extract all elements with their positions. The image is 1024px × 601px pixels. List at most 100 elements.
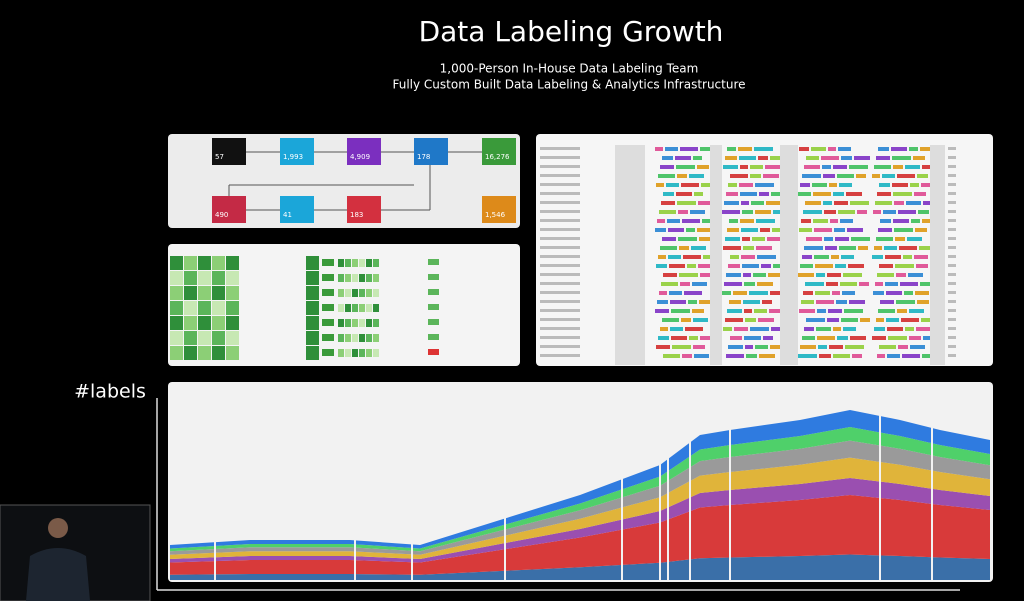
table-cell [306,346,319,360]
timeline-bar [884,246,897,250]
timeline-bar [672,345,691,349]
timeline-bar [910,345,925,349]
timeline-bar [697,228,710,232]
timeline-bar [661,201,675,205]
timeline-bar [801,300,814,304]
timeline-bar [833,327,841,331]
timeline-bar [823,174,835,178]
timeline-bar [699,300,710,304]
timeline-bar [798,354,817,358]
timeline-bar [688,300,697,304]
timeline-label [540,201,580,204]
timeline-bar [771,327,780,331]
table-cell [338,319,344,327]
timeline-bar [813,219,828,223]
timeline-bar [755,210,771,214]
timeline-bar [892,156,911,160]
table-cell [428,274,439,280]
timeline-bar [759,192,769,196]
timeline-bar [822,165,831,169]
timeline-bar [903,255,912,259]
timeline-bar [661,282,678,286]
timeline-label [948,309,956,312]
table-cell [184,271,197,285]
timeline-bar [726,192,738,196]
flow-node [212,138,246,165]
table-cell [428,349,439,355]
timeline-bar [850,201,869,205]
table-cell [359,259,365,267]
timeline-bar [879,264,893,268]
timeline-bar [725,318,743,322]
timeline-bar [700,147,710,151]
timeline-bar [804,327,814,331]
timeline-bar [689,336,698,340]
area-layer [170,427,990,552]
timeline-bar [813,192,831,196]
timeline-bar [835,264,846,268]
timeline-bar [663,273,677,277]
timeline-bar [806,318,825,322]
timeline-bar [701,183,710,187]
timeline-bar [887,327,903,331]
timeline-bar [763,336,773,340]
table-cell [184,316,197,330]
timeline-bar [725,156,737,160]
timeline-bar [900,282,918,286]
timeline-bar [803,291,813,295]
subtitle: 1,000-Person In-House Data Labeling Team [440,62,699,76]
timeline-bar [838,147,851,151]
timeline-bar [744,309,752,313]
table-cell [184,331,197,345]
timeline-bar [895,237,905,241]
timeline-bar [905,327,914,331]
timeline-bar [916,264,928,268]
timeline-bar [833,354,850,358]
table-cell [306,286,319,300]
timeline-bar [658,255,666,259]
flow-node-value: 178 [417,153,430,161]
table-cell [428,319,439,325]
timeline-bar [729,219,738,223]
timeline-bar [873,291,884,295]
timeline-bar [906,201,921,205]
timeline-bar [757,282,773,286]
table-cell [352,259,358,267]
timeline-bar [771,192,780,196]
timeline-bar [662,156,673,160]
timeline-bar [814,228,832,232]
timeline-bar [824,210,836,214]
table-cell [338,334,344,342]
timeline-bar [678,210,688,214]
timeline-bar [845,345,864,349]
timeline-bar [840,219,853,223]
timeline-bar [829,345,843,349]
timeline-bar [841,318,858,322]
flow-node [347,138,381,165]
timeline-bar [880,300,894,304]
timeline-label [948,273,956,276]
timeline-label [540,192,580,195]
timeline-bar [758,318,774,322]
timeline-bar [893,165,903,169]
table-cell [226,271,239,285]
timeline-bar [806,156,819,160]
table-cell [359,274,365,282]
timeline-bar [770,156,780,160]
timeline-label [948,237,956,240]
flow-node-value: 1,546 [485,211,506,219]
timeline-bar [859,282,869,286]
timeline-bar [802,336,815,340]
timeline-bar [741,201,749,205]
table-cell [184,286,197,300]
table-cell [352,349,358,357]
timeline-bar [910,183,919,187]
timeline-bar [843,273,862,277]
timeline-bar [806,237,822,241]
table-cell [352,289,358,297]
table-cell [428,304,439,310]
table-cell [198,256,211,270]
table-cell [170,256,183,270]
timeline-label [948,228,956,231]
timeline-bar [663,192,674,196]
